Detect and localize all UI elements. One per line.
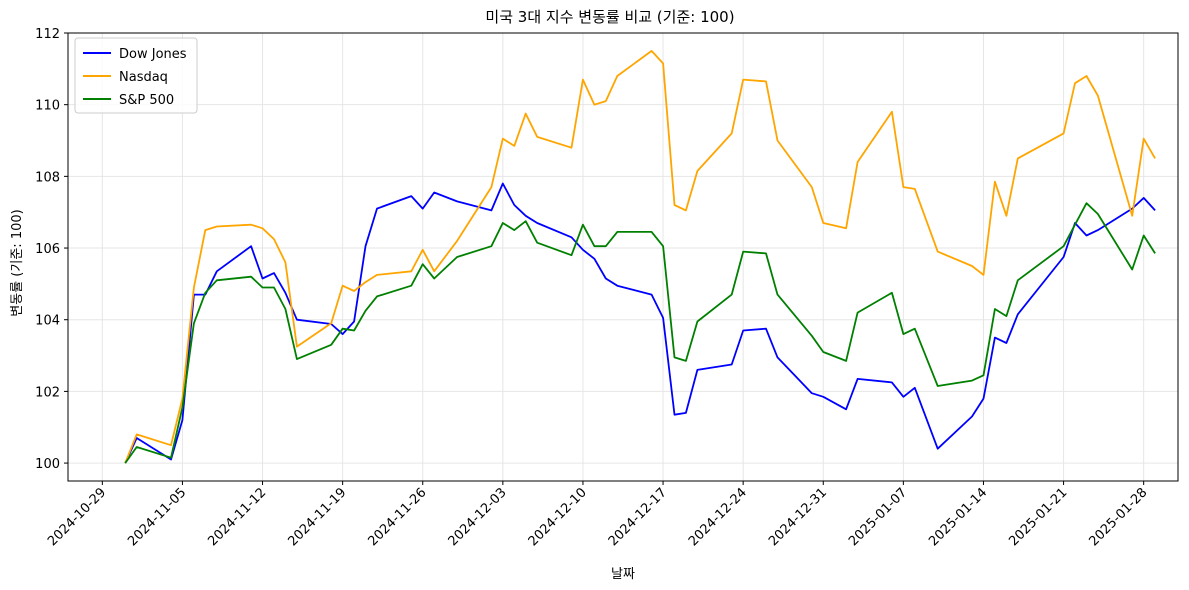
x-tick-label: 2024-11-19 (285, 485, 349, 549)
series-line (124, 50, 1156, 464)
series-line (124, 202, 1156, 464)
x-tick-label: 2024-12-10 (526, 485, 590, 549)
x-tick-label: 2025-01-07 (846, 485, 910, 549)
x-axis-title: 날짜 (611, 567, 635, 582)
y-tick-label: 108 (35, 170, 60, 185)
y-axis-title: 변동률 (기준: 100) (10, 209, 25, 316)
y-axis: 100 102 104 106 108 110 112 (35, 27, 68, 472)
y-tick-label: 104 (35, 314, 60, 329)
x-tick-label: 2024-12-03 (446, 485, 510, 549)
legend-box (74, 37, 198, 114)
y-tick-label: 112 (35, 27, 60, 42)
series-lines (124, 50, 1156, 464)
x-tick-label: 2024-12-24 (686, 485, 750, 549)
x-tick-label: 2024-10-29 (45, 485, 109, 549)
legend-label: S&P 500 (119, 93, 174, 108)
y-tick-label: 110 (35, 99, 60, 114)
x-tick-label: 2025-01-14 (926, 485, 990, 549)
x-tick-label: 2024-12-31 (766, 485, 830, 549)
x-axis: 2024-10-29 2024-11-05 2024-11-12 2024-11-19… (45, 481, 1150, 549)
x-tick-label: 2024-12-17 (606, 485, 670, 549)
y-tick-label: 100 (35, 457, 60, 472)
x-tick-label: 2025-01-21 (1006, 485, 1070, 549)
series-line (124, 182, 1156, 464)
x-tick-label: 2024-11-26 (366, 485, 430, 549)
chart-title: 미국 3대 지수 변동률 비교 (기준: 100) (485, 8, 734, 26)
legend-label: Dow Jones (119, 47, 187, 62)
x-tick-label: 2024-11-12 (205, 485, 269, 549)
x-tick-label: 2024-11-05 (125, 485, 189, 549)
legend: Dow Jones Nasdaq S&P 500 (74, 37, 198, 114)
plot-frame (67, 32, 1179, 482)
legend-label: Nasdaq (119, 70, 168, 85)
y-tick-label: 106 (35, 242, 60, 257)
x-tick-label: 2025-01-28 (1086, 485, 1150, 549)
grid (68, 32, 1178, 481)
y-tick-label: 102 (35, 385, 60, 400)
